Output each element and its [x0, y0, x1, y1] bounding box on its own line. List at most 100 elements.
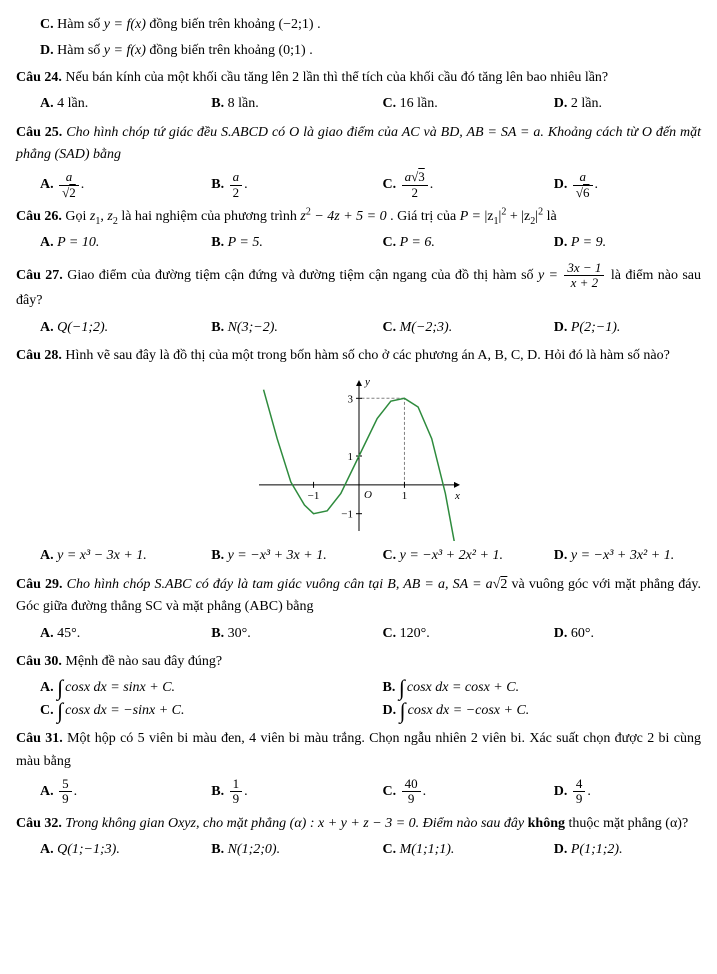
q26-options: A. P = 10. B. P = 5. C. P = 6. D. P = 9.	[16, 232, 701, 254]
num: 40	[402, 777, 421, 791]
opt-text: P(2;−1).	[567, 320, 620, 335]
svg-text:1: 1	[401, 490, 407, 502]
dot: .	[309, 43, 313, 58]
q31-b: B. 19.	[187, 777, 358, 807]
q-label: Câu 31.	[16, 731, 63, 746]
opt-text: 16 lần.	[396, 96, 438, 111]
den: 9	[402, 791, 421, 806]
q30-c: C. ∫cosx dx = −sinx + C.	[16, 700, 359, 722]
q32-a: A. Q(1;−1;3).	[16, 839, 187, 861]
fraction: 59	[59, 777, 72, 807]
opt-label: B.	[211, 626, 224, 641]
opt-text: 4 lần.	[54, 96, 89, 111]
opt-label: C.	[383, 96, 397, 111]
opt-label: C.	[383, 842, 397, 857]
q-label: Câu 24.	[16, 70, 62, 85]
q32-d: D. P(1;1;2).	[530, 839, 701, 861]
t2: là hai nghiệm của phương trình	[121, 209, 300, 224]
opt-label: C.	[383, 235, 397, 250]
q26-b: B. P = 5.	[187, 232, 358, 254]
svg-text:−1: −1	[341, 509, 353, 521]
q31-options: A. 59. B. 19. C. 409. D. 49.	[16, 777, 701, 807]
q25-options: A. a √2 . B. a 2 . C. a√3 2 . D. a √6 .	[16, 170, 701, 200]
opt-text: 30°.	[224, 626, 251, 641]
opt-label: A.	[40, 784, 54, 799]
q25-c: C. a√3 2 .	[359, 170, 530, 200]
opt-text: N(1;2;0).	[224, 842, 280, 857]
q30-a: A. ∫cosx dx = sinx + C.	[16, 677, 359, 699]
opt-label: B.	[211, 320, 224, 335]
q30-stem: Câu 30. Mệnh đề nào sau đây đúng?	[16, 651, 701, 673]
opt-text: P = 10.	[54, 235, 100, 250]
text: đồng biến trên khoảng	[149, 43, 278, 58]
q28-options: A. y = x³ − 3x + 1. B. y = −x³ + 3x + 1.…	[16, 545, 701, 567]
p2: 2	[538, 206, 543, 217]
den: √2	[59, 185, 79, 200]
opt-text: 8 lần.	[224, 96, 259, 111]
num: a	[59, 170, 79, 184]
opt-label: D.	[554, 320, 568, 335]
svg-text:3: 3	[347, 394, 353, 406]
t1: Giao điểm của đường tiệm cận đứng và đườ…	[67, 268, 538, 283]
q24-c: C. 16 lần.	[359, 93, 530, 115]
q24-d: D. 2 lần.	[530, 93, 701, 115]
q30-options: A. ∫cosx dx = sinx + C. B. ∫cosx dx = co…	[16, 677, 701, 722]
den: 2	[402, 185, 428, 200]
t1: Gọi	[65, 209, 90, 224]
q24-stem: Câu 24. Nếu bán kính của một khối cầu tă…	[16, 67, 701, 89]
fraction: 49	[573, 777, 586, 807]
interval: (0;1)	[278, 43, 305, 58]
q28-d: D. y = −x³ + 3x² + 1.	[530, 545, 701, 567]
opt-text: y = −x³ + 2x² + 1.	[396, 548, 503, 563]
q31-d: D. 49.	[530, 777, 701, 807]
q-label: Câu 28.	[16, 348, 62, 363]
fraction: 409	[402, 777, 421, 807]
q32-options: A. Q(1;−1;3). B. N(1;2;0). C. M(1;1;1). …	[16, 839, 701, 861]
opt-label: C.	[40, 703, 54, 718]
svg-text:x: x	[454, 490, 460, 502]
plus: +	[506, 209, 521, 224]
text: Hàm số	[57, 17, 104, 32]
opt-label: C.	[40, 17, 54, 32]
opt-text: y = x³ − 3x + 1.	[54, 548, 147, 563]
fraction: 19	[230, 777, 243, 807]
q25-d: D. a √6 .	[530, 170, 701, 200]
sqrt-val: 3	[418, 169, 425, 184]
integral-icon: ∫	[399, 679, 405, 697]
integral-icon: ∫	[57, 679, 63, 697]
opt-text: 45°.	[54, 626, 81, 641]
opt-text: cosx dx = −cosx + C.	[408, 703, 530, 718]
integral-icon: ∫	[57, 702, 63, 720]
num-a: a	[405, 169, 412, 184]
den: x + 2	[564, 275, 604, 290]
opt-text: P = 5.	[224, 235, 263, 250]
t1: Trong không gian Oxyz, cho mặt phẳng (α)…	[65, 816, 527, 831]
opt-label: B.	[211, 842, 224, 857]
den: 9	[573, 791, 586, 806]
q26-stem: Câu 26. Gọi z1, z2 là hai nghiệm của phư…	[16, 206, 701, 228]
q27-options: A. Q(−1;2). B. N(3;−2). C. M(−2;3). D. P…	[16, 317, 701, 339]
q29-b: B. 30°.	[187, 623, 358, 645]
q32-b: B. N(1;2;0).	[187, 839, 358, 861]
num: a	[230, 170, 243, 184]
opt-label: A.	[40, 235, 54, 250]
den: √6	[573, 185, 593, 200]
opt-label: D.	[554, 235, 568, 250]
opt-label: A.	[40, 680, 54, 695]
fraction: a √2	[59, 170, 79, 200]
opt-label: D.	[554, 548, 568, 563]
fx: y = f(x)	[104, 43, 146, 58]
q27-a: A. Q(−1;2).	[16, 317, 187, 339]
opt-text: M(1;1;1).	[396, 842, 454, 857]
t3: . Giá trị của	[390, 209, 460, 224]
q-text: Nếu bán kính của một khối cầu tăng lên 2…	[65, 70, 608, 85]
num: 3x − 1	[564, 261, 604, 275]
den: 2	[230, 185, 243, 200]
opt-text: y = −x³ + 3x + 1.	[224, 548, 327, 563]
opt-label: C.	[383, 548, 397, 563]
q-label: Câu 27.	[16, 268, 63, 283]
fraction: 3x − 1 x + 2	[564, 261, 604, 291]
opt-text: 60°.	[567, 626, 594, 641]
opt-label: D.	[383, 703, 397, 718]
den: 9	[230, 791, 243, 806]
